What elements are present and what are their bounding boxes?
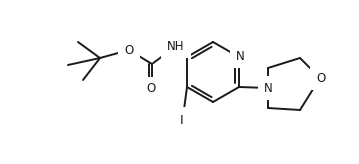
Text: NH: NH	[167, 40, 185, 52]
Text: N: N	[264, 82, 272, 94]
Text: I: I	[180, 113, 184, 126]
Text: N: N	[236, 50, 244, 62]
Text: O: O	[124, 43, 134, 57]
Text: O: O	[316, 72, 326, 84]
Text: O: O	[146, 82, 155, 95]
